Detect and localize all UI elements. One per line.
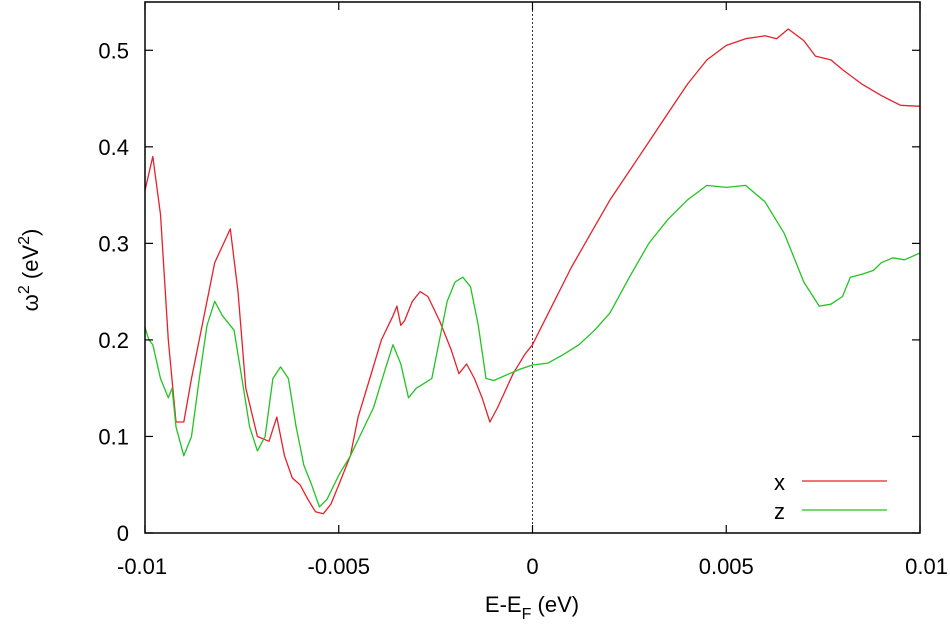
- y-tick-label: 0.3: [98, 231, 129, 256]
- legend-label-z: z: [774, 499, 785, 524]
- x-axis-label: E-EF (eV): [485, 592, 579, 623]
- x-tick-label: 0.005: [699, 554, 754, 579]
- y-tick-label: 0.1: [98, 424, 129, 449]
- legend: x z: [774, 470, 887, 524]
- x-tick-label: -0.01: [117, 554, 167, 579]
- series-line-z: [144, 184, 921, 508]
- x-tick-label: 0.01: [905, 554, 948, 579]
- series-line-x: [144, 28, 921, 515]
- y-tick-label: 0: [117, 521, 129, 546]
- series-layer: [144, 28, 921, 515]
- y-tick-label: 0.2: [98, 328, 129, 353]
- y-axis-label: ω2 (eV2): [16, 229, 43, 312]
- x-tick-label: -0.005: [308, 554, 370, 579]
- legend-label-x: x: [774, 470, 785, 495]
- x-tick-label: 0: [526, 554, 538, 579]
- ticks-layer: -0.01 -0.005 0 0.005 0.01 0 0.1 0.2 0.3 0.4 0.5: [98, 2, 948, 579]
- y-tick-label: 0.4: [98, 135, 129, 160]
- y-tick-label: 0.5: [98, 38, 129, 63]
